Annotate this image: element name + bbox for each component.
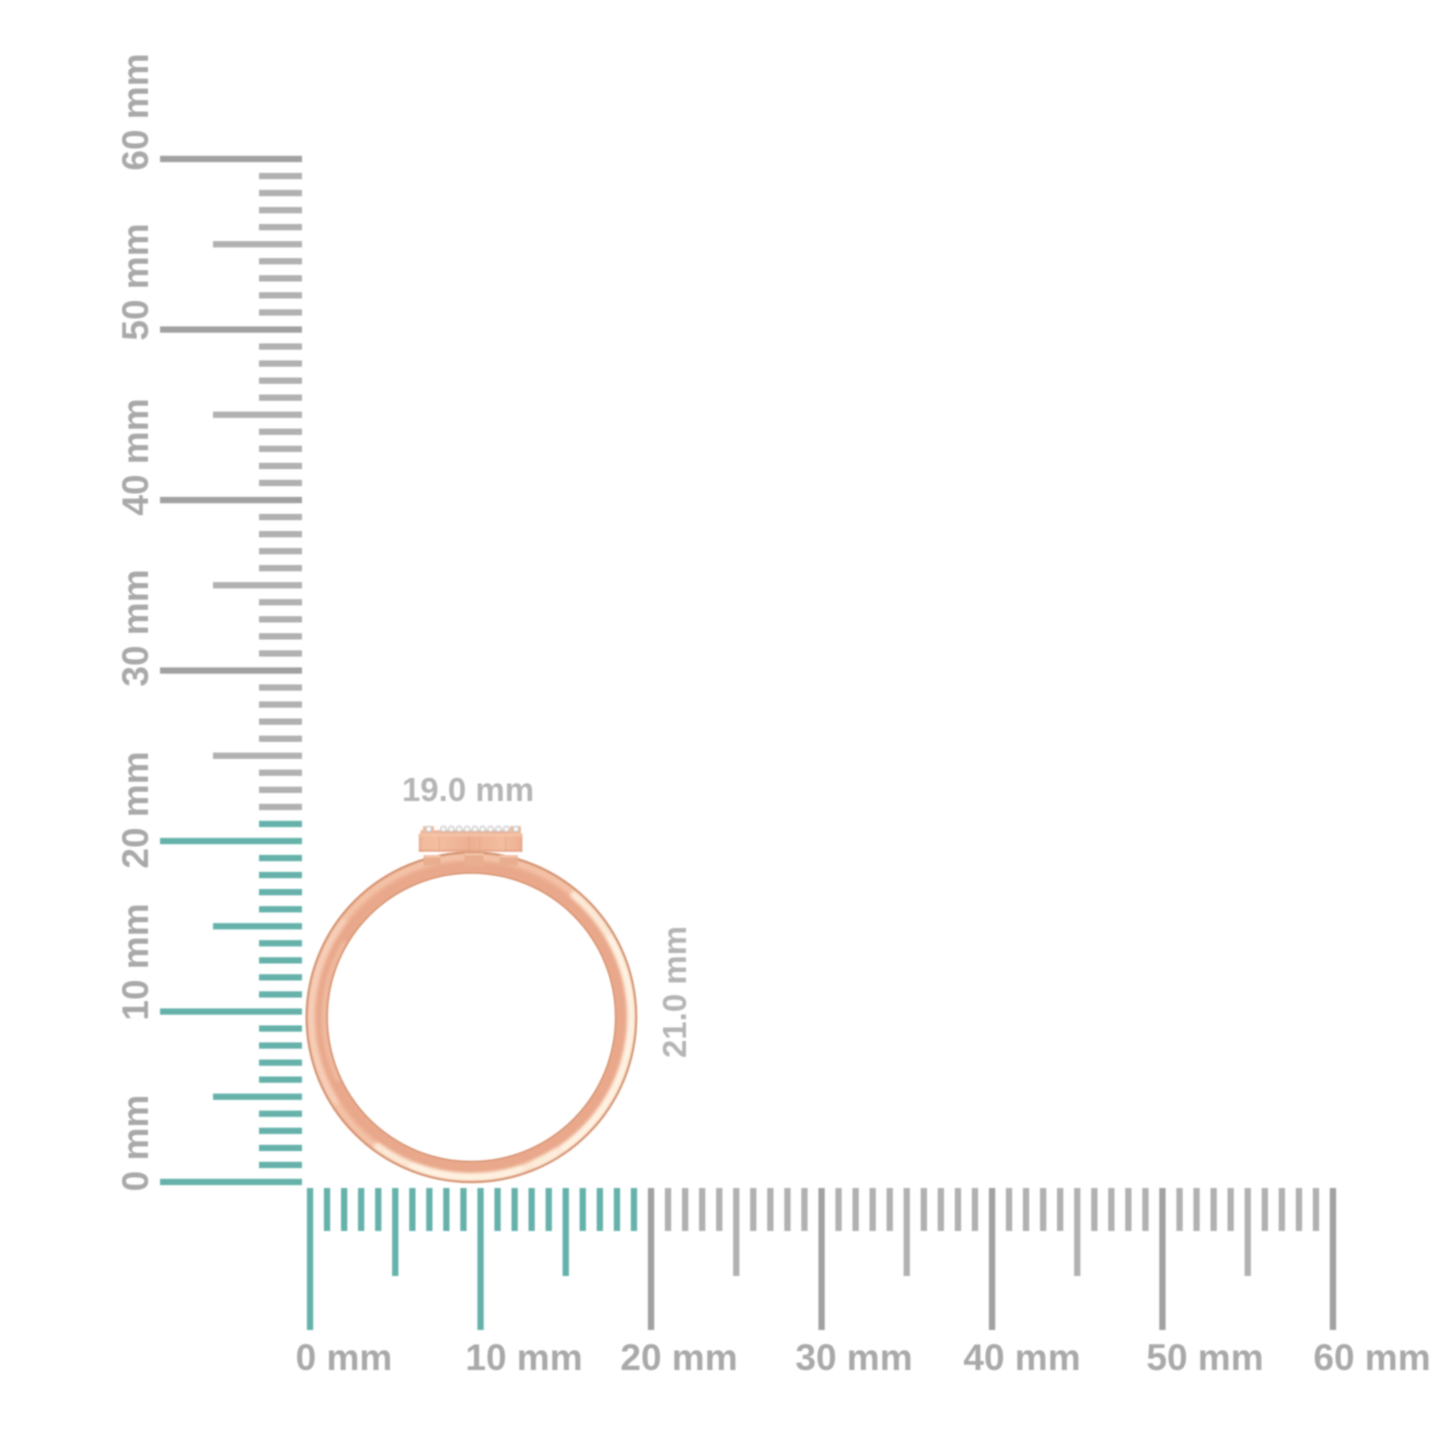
svg-text:10 mm: 10 mm (465, 1337, 582, 1378)
svg-text:30 mm: 30 mm (115, 569, 156, 686)
svg-text:40 mm: 40 mm (115, 398, 156, 515)
svg-text:19.0 mm: 19.0 mm (402, 771, 534, 808)
svg-text:20 mm: 20 mm (620, 1337, 737, 1378)
svg-text:10 mm: 10 mm (115, 903, 156, 1020)
svg-text:20 mm: 20 mm (115, 751, 156, 868)
svg-text:30 mm: 30 mm (795, 1337, 912, 1378)
svg-text:0 mm: 0 mm (296, 1337, 393, 1378)
svg-text:40 mm: 40 mm (963, 1337, 1080, 1378)
svg-text:50 mm: 50 mm (115, 223, 156, 340)
svg-text:21.0 mm: 21.0 mm (656, 926, 693, 1058)
svg-text:0 mm: 0 mm (115, 1095, 156, 1192)
svg-text:50 mm: 50 mm (1146, 1337, 1263, 1378)
svg-text:60 mm: 60 mm (1313, 1337, 1430, 1378)
svg-text:60 mm: 60 mm (115, 53, 156, 170)
